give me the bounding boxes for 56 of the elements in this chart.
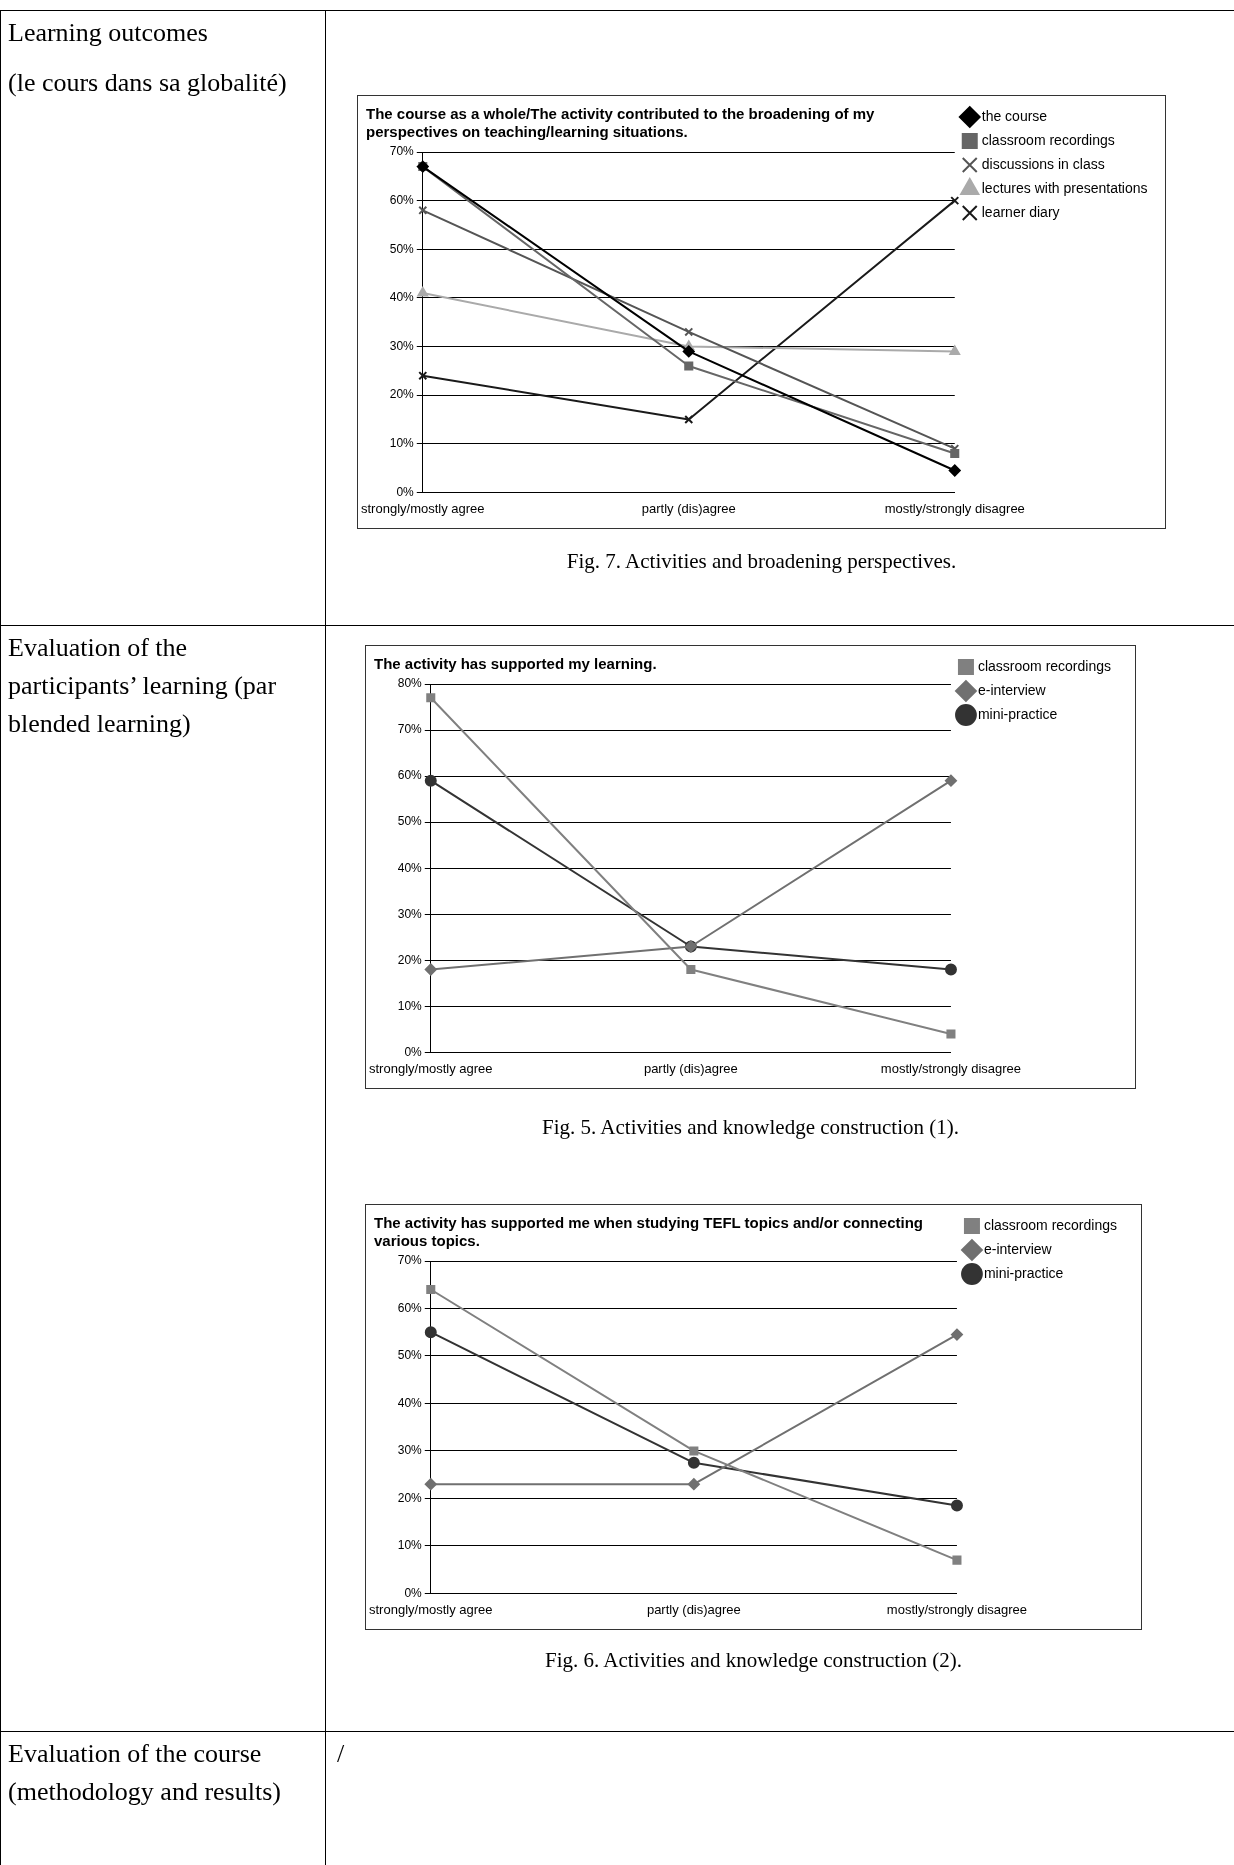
y-tick-label: 70% — [397, 722, 423, 737]
x-tick-label: strongly/mostly agree — [368, 1060, 493, 1076]
x-tick-label: mostly/strongly disagree — [886, 1601, 1028, 1617]
y-tick-label: 30% — [389, 338, 415, 353]
y-tick-label: 40% — [397, 1395, 423, 1410]
y-tick-label: 50% — [389, 241, 415, 256]
x-tick-label: strongly/mostly agree — [368, 1601, 493, 1617]
x-tick-label: mostly/strongly disagree — [884, 500, 1025, 516]
x-tick-label: strongly/mostly agree — [360, 500, 485, 516]
text: / — [337, 1738, 346, 1770]
y-tick-label: 30% — [397, 906, 423, 921]
y-tick-label: 60% — [389, 192, 415, 207]
y-tick-label: 0% — [404, 1585, 423, 1600]
y-tick-label: 70% — [397, 1253, 423, 1268]
legend-label: discussions in class — [981, 155, 1105, 172]
y-tick-label: 10% — [397, 998, 423, 1013]
chart-title: The course as a whole/The activity contributed to the broadening of my perspectives on teaching/learning situations. — [366, 105, 876, 141]
x-tick-label: mostly/strongly disagree — [880, 1060, 1022, 1076]
legend-label: e-interview — [977, 681, 1047, 698]
y-tick-label: 40% — [389, 290, 415, 305]
text: Learning outcomes — [8, 17, 209, 49]
x-tick-label: partly (dis)agree — [643, 1060, 738, 1076]
y-tick-label: 60% — [397, 768, 423, 783]
y-tick-label: 60% — [397, 1300, 423, 1315]
legend-label: mini-practice — [977, 705, 1058, 722]
legend-label: classroom recordings — [977, 657, 1112, 674]
y-tick-label: 50% — [397, 814, 423, 829]
y-tick-label: 20% — [397, 1490, 423, 1505]
text: Evaluation of the course (methodology and results) — [8, 1738, 282, 1808]
y-tick-label: 10% — [397, 1538, 423, 1553]
legend-label: mini-practice — [983, 1264, 1064, 1281]
legend-label: e-interview — [983, 1240, 1053, 1257]
legend-label: the course — [981, 107, 1048, 124]
y-tick-label: 30% — [397, 1443, 423, 1458]
chart-title: The activity has supported me when studying TEFL topics and/or connecting various topics. — [374, 1214, 923, 1250]
y-tick-label: 80% — [397, 676, 423, 691]
y-tick-label: 0% — [396, 484, 415, 499]
y-tick-label: 50% — [397, 1348, 423, 1363]
text: (le cours dans sa globalité) — [8, 67, 288, 99]
text: Evaluation of the participants’ learning (par blended learning) — [8, 632, 278, 740]
caption: Fig. 7. Activities and broadening perspectives. — [565, 549, 958, 574]
y-tick-label: 40% — [397, 860, 423, 875]
legend-label: classroom recordings — [981, 131, 1115, 148]
legend-label: learner diary — [981, 203, 1060, 220]
caption: Fig. 6. Activities and knowledge construction (2). — [544, 1648, 963, 1673]
y-tick-label: 0% — [404, 1044, 423, 1059]
chart-title: The activity has supported my learning. — [374, 655, 657, 673]
y-tick-label: 10% — [389, 436, 415, 451]
y-tick-label: 20% — [397, 952, 423, 967]
caption: Fig. 5. Activities and knowledge construction (1). — [541, 1115, 960, 1140]
y-tick-label: 70% — [389, 144, 415, 159]
y-tick-label: 20% — [389, 387, 415, 402]
legend-label: lectures with presentations — [981, 179, 1148, 196]
x-tick-label: partly (dis)agree — [641, 500, 736, 516]
legend-label: classroom recordings — [983, 1216, 1118, 1233]
x-tick-label: partly (dis)agree — [646, 1601, 741, 1617]
